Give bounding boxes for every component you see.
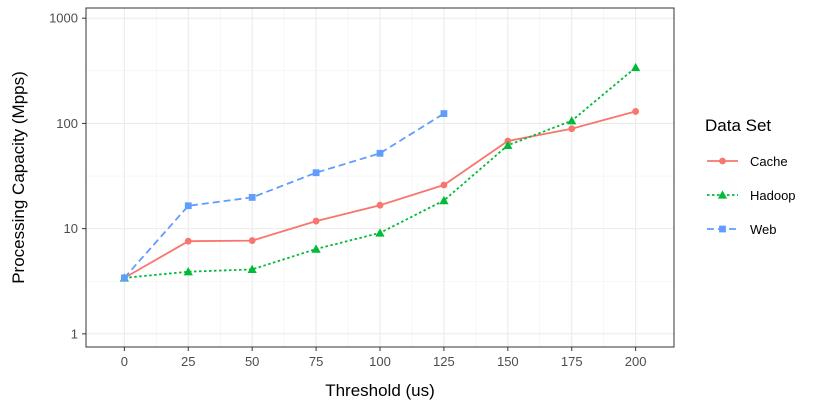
square-marker xyxy=(719,225,726,233)
x-tick-label: 25 xyxy=(181,354,195,369)
x-tick-label: 125 xyxy=(433,354,455,369)
legend-item-hadoop: Hadoop xyxy=(707,188,796,203)
triangle-marker xyxy=(183,267,193,276)
series-layer xyxy=(119,62,641,282)
series-web xyxy=(120,110,448,282)
series-line xyxy=(123,112,445,279)
circle-marker xyxy=(719,157,726,165)
triangle-marker xyxy=(503,140,513,149)
x-axis-title: Threshold (us) xyxy=(325,381,435,400)
y-axis-ticks: 1 10 100 1000 xyxy=(49,11,86,341)
triangle-marker xyxy=(311,244,321,253)
x-tick-label: 75 xyxy=(309,354,323,369)
x-tick-label: 200 xyxy=(625,354,647,369)
y-tick-label: 10 xyxy=(64,221,78,236)
x-tick-label: 0 xyxy=(121,354,128,369)
circle-marker xyxy=(568,125,576,133)
circle-marker xyxy=(312,217,320,225)
circle-marker xyxy=(376,201,384,209)
circle-marker xyxy=(632,108,640,115)
series-hadoop xyxy=(119,62,641,282)
x-tick-label: 150 xyxy=(497,354,519,369)
x-tick-label: 175 xyxy=(561,354,583,369)
square-marker xyxy=(184,202,192,210)
triangle-marker xyxy=(247,264,257,274)
legend-label: Web xyxy=(750,222,777,237)
y-tick-label: 1000 xyxy=(49,11,78,26)
square-marker xyxy=(248,194,256,201)
y-tick-label: 1 xyxy=(71,326,78,341)
square-marker xyxy=(312,169,320,177)
legend-label: Hadoop xyxy=(750,188,796,203)
legend-item-cache: Cache xyxy=(707,154,788,169)
x-tick-label: 100 xyxy=(369,354,391,369)
triangle-marker xyxy=(567,116,577,125)
triangle-marker xyxy=(717,190,728,199)
x-tick-label: 50 xyxy=(245,354,259,369)
triangle-marker xyxy=(439,195,449,205)
circle-marker xyxy=(248,237,256,244)
y-tick-label: 100 xyxy=(56,116,78,131)
legend-title: Data Set xyxy=(705,116,771,135)
legend-label: Cache xyxy=(750,154,788,169)
circle-marker xyxy=(184,237,192,245)
x-axis-ticks: 0 25 50 75 100 125 150 175 200 xyxy=(121,347,647,369)
circle-marker xyxy=(440,181,448,189)
square-marker xyxy=(440,110,448,117)
y-axis-title: Processing Capacity (Mpps) xyxy=(9,71,28,284)
legend-item-web: Web xyxy=(707,222,777,237)
square-marker xyxy=(376,149,384,157)
triangle-marker xyxy=(631,62,641,72)
triangle-marker xyxy=(375,228,385,237)
square-marker xyxy=(120,274,128,282)
legend: Data Set Cache Hadoop Web xyxy=(705,116,796,237)
